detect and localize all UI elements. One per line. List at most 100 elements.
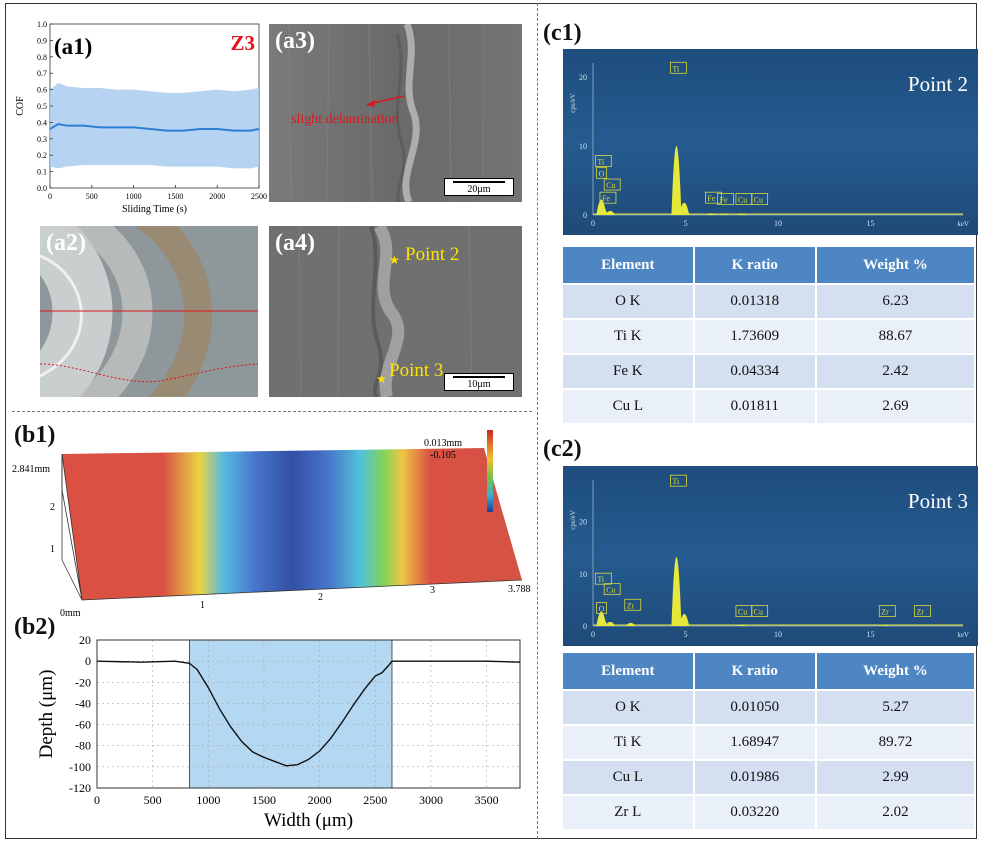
a1-ytick-label: 1.0 — [37, 20, 47, 29]
table-header-cell: Weight % — [815, 247, 977, 284]
eds-xtick-label: 15 — [867, 219, 875, 228]
table-cell: Ti K — [563, 318, 695, 354]
a1-x-axis-label: Sliding Time (s) — [122, 204, 187, 215]
eds-ytick-label: 20 — [579, 73, 587, 82]
table-row: Ti K 1.73609 88.67 — [563, 318, 977, 354]
b2-xtick-label: 1000 — [196, 793, 220, 807]
table-header-cell: Element — [563, 653, 695, 690]
table-cell: 89.72 — [815, 724, 977, 760]
table-row: Fe K 0.04334 2.42 — [563, 353, 977, 389]
table-row: Zr L 0.03220 2.02 — [563, 794, 977, 829]
table-cell: 1.73609 — [693, 318, 817, 354]
eds-spectrum-peak — [880, 625, 891, 626]
eds-element-tag-box — [704, 191, 722, 204]
table-cell: Cu L — [563, 759, 695, 795]
eds-xtick-label: 5 — [684, 219, 688, 228]
eds-spectrum-peak — [679, 202, 690, 215]
eds-spectrum-peak — [671, 556, 682, 626]
eds-element-tag: Cu — [606, 586, 615, 595]
table-cell: O K — [563, 689, 695, 725]
b1-ztop-label: 0.013mm — [424, 438, 462, 449]
panel-label-b2: (b2) — [14, 614, 56, 640]
horizontal-divider — [12, 411, 532, 412]
table-cell: Cu L — [563, 388, 695, 423]
point-2-label: Point 2 — [405, 244, 460, 265]
eds-x-axis-label: keV — [957, 220, 969, 228]
a1-ytick-label: 0.0 — [37, 184, 47, 193]
eds-spectrum-peak — [671, 145, 682, 215]
panel-label-a4: (a4) — [275, 230, 315, 256]
eds-element-tag: Ti — [597, 158, 605, 167]
b2-xtick-label: 500 — [144, 793, 162, 807]
figure-frame — [5, 3, 977, 839]
optical-image-a2: (a2) — [40, 226, 258, 397]
depth-profile-chart: 0 500 1000 1500 2000 2500 3000 3500 20 0 -20 -40 -60… — [36, 633, 521, 831]
a1-ytick-label: 0.8 — [37, 53, 47, 62]
b2-depth-profile-line — [96, 660, 521, 767]
scale-bar-a3: 20μm — [444, 178, 514, 196]
table-cell: 1.68947 — [693, 724, 817, 760]
b2-x-axis-label: Width (μm) — [264, 810, 353, 831]
eds-ytick-label: 0 — [583, 211, 587, 220]
panel-label-a1: (a1) — [54, 34, 92, 59]
eds-x-axis-label: keV — [957, 631, 969, 639]
table-cell: 2.42 — [815, 353, 977, 389]
a1-ytick-label: 0.4 — [37, 118, 47, 127]
point-3-marker: ★ — [376, 372, 387, 386]
eds-table-c1: Element K ratio Weight % O K 0.01318 6.23 Ti K… — [563, 247, 977, 423]
sample-label-z3: Z3 — [230, 31, 255, 55]
eds-element-tag: Zr — [916, 608, 924, 617]
table-cell: 0.03220 — [693, 794, 817, 829]
eds-element-tag-box — [603, 178, 621, 191]
eds-element-tag-box — [878, 605, 896, 617]
a1-y-axis-label: COF — [15, 96, 26, 116]
panel-label-c2: (c2) — [543, 436, 582, 462]
eds-ytick-label: 10 — [579, 570, 587, 579]
table-header-cell: K ratio — [693, 653, 817, 690]
sem-image-a4: (a4) ★ Point 2 ★ Point 3 10μm — [269, 226, 522, 397]
table-header-cell: Weight % — [815, 653, 977, 690]
eds-point-label: Point 2 — [908, 72, 968, 96]
table-header-cell: K ratio — [693, 247, 817, 284]
eds-ytick-label: 10 — [579, 142, 587, 151]
table-cell: Ti K — [563, 724, 695, 760]
eds-table-c2: Element K ratio Weight % O K 0.01050 5.27 Ti K… — [563, 653, 977, 829]
point-3-label: Point 3 — [389, 360, 444, 381]
eds-element-tag-box — [603, 583, 621, 596]
b2-xtick-label: 2500 — [363, 793, 387, 807]
sem-image-a3: (a3) slight delamination 20μm — [269, 24, 522, 202]
eds-element-tag: Ti — [672, 477, 680, 486]
b2-xtick-label: 3000 — [419, 793, 443, 807]
table-cell: 2.99 — [815, 759, 977, 795]
b2-ytick-label: -20 — [75, 675, 91, 689]
eds-element-tag: Cu — [738, 608, 747, 617]
optical-texture-a2 — [40, 226, 258, 397]
table-row: Cu L 0.01986 2.99 — [563, 759, 977, 795]
panel-label-c1: (c1) — [543, 20, 582, 46]
scale-bar-a4: 10μm — [444, 373, 514, 391]
b1-origin-label: 0mm — [60, 608, 81, 618]
eds-element-tag-box — [596, 166, 608, 179]
table-row: Cu L 0.01811 2.69 — [563, 388, 977, 423]
b2-xtick-label: 2000 — [308, 793, 332, 807]
a1-ytick-label: 0.5 — [37, 102, 47, 111]
eds-spectrum-peak — [625, 622, 636, 626]
a1-xtick-label: 1500 — [167, 192, 183, 201]
eds-element-tag: O — [599, 169, 605, 178]
table-cell: Fe K — [563, 353, 695, 389]
eds-spectrum-peak — [679, 614, 690, 626]
eds-element-tag-box — [624, 598, 642, 611]
b1-ymax-label: 2.841mm — [12, 464, 50, 475]
eds-element-tag: Ti — [597, 575, 605, 584]
eds-element-tag: Cu — [738, 196, 747, 205]
eds-spectrum-c2: 0 10 20 0 5 10 15 keV cps/eV Ti Ti Cu O Zr Cu Cu Zr Zr Poi… — [563, 466, 978, 646]
eds-xtick-label: 5 — [684, 630, 688, 639]
panel-label-b1: (b1) — [14, 422, 56, 448]
eds-xtick-label: 15 — [867, 630, 875, 639]
a1-ytick-label: 0.3 — [37, 135, 47, 144]
b1-zbottom-label: -0.105 — [430, 450, 456, 461]
b2-ytick-label: -120 — [69, 781, 91, 795]
b1-ytick-1: 1 — [50, 544, 55, 555]
eds-element-tag: Ti — [672, 64, 680, 73]
